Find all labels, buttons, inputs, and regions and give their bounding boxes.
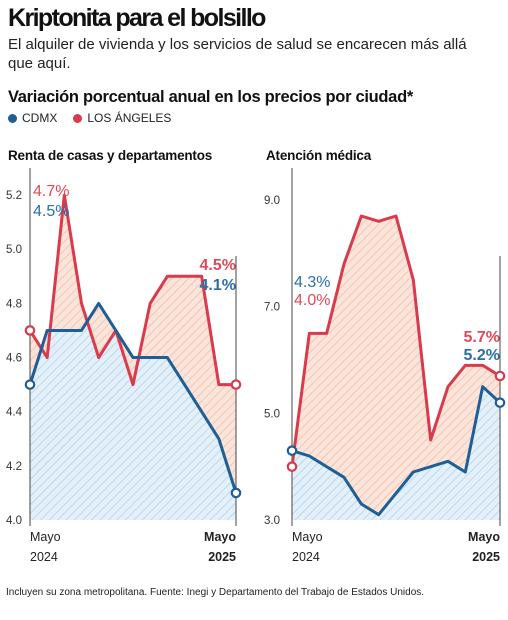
la-line xyxy=(28,193,236,387)
cdmx-line xyxy=(28,301,238,494)
x-tick-label-year: 2024 xyxy=(292,550,320,564)
cdmx-end-marker xyxy=(494,397,506,408)
y-tick-label: 5.2 xyxy=(6,190,22,202)
cdmx-area xyxy=(30,303,236,520)
x-tick-label-month: Mayo xyxy=(292,530,323,544)
legend: CDMX LOS ÁNGELES xyxy=(8,111,171,125)
y-tick-label: 4.8 xyxy=(6,298,22,310)
headline: Kriptonita para el bolsillo xyxy=(8,4,266,32)
x-tick-label-year: 2024 xyxy=(30,550,58,564)
y-tick-label: 7.0 xyxy=(264,302,280,314)
cdmx-end-marker xyxy=(230,487,242,499)
y-tick-label: 3.0 xyxy=(264,515,280,527)
data-label-end-la: 4.5% xyxy=(200,257,236,274)
la-line xyxy=(290,214,501,467)
data-label-end-cdmx: 4.1% xyxy=(200,277,236,294)
x-tick-label-month: Mayo xyxy=(468,530,500,544)
cdmx-start-marker xyxy=(24,379,36,390)
la-end-marker xyxy=(494,370,506,382)
x-tick-label-month: Mayo xyxy=(30,530,61,544)
legend-label-la: LOS ÁNGELES xyxy=(87,111,172,125)
legend-dot-la xyxy=(73,113,83,123)
panel-title-renta: Renta de casas y departamentos xyxy=(8,148,213,163)
y-tick-label: 9.0 xyxy=(264,195,280,207)
y-tick-label: 4.2 xyxy=(6,461,22,473)
la-start-marker xyxy=(24,325,36,336)
cdmx-area xyxy=(292,386,500,520)
data-label-start-cdmx: 4.5% xyxy=(33,203,69,220)
chart-atencion: 9.0 7.0 5.0 3.0 4.3%4.0% 5.7%5.2% Mayo 2024 Mayo… xyxy=(264,168,506,564)
cdmx-start-marker xyxy=(286,445,298,456)
y-tick-label: 4.4 xyxy=(6,407,23,419)
x-tick-label-year: 2025 xyxy=(208,550,236,564)
y-tick-label: 5.0 xyxy=(264,408,280,420)
legend-item-cdmx: CDMX xyxy=(8,111,57,125)
data-label-start-cdmx: 4.3% xyxy=(294,274,330,291)
chart-subhead: Variación porcentual anual en los precio… xyxy=(8,88,413,106)
la-gap-area xyxy=(292,216,500,515)
x-tick-label-month: Mayo xyxy=(204,530,236,544)
la-start-marker xyxy=(286,461,298,472)
y-tick-label: 4.6 xyxy=(6,353,22,365)
y-tick-label: 5.0 xyxy=(6,244,22,256)
y-tick-label: 4.0 xyxy=(6,515,22,527)
cdmx-line xyxy=(291,385,502,517)
la-gap-area xyxy=(30,195,236,493)
data-label-start-la: 4.7% xyxy=(33,183,69,200)
chart-renta: 5.2 5.0 4.8 4.6 4.4 4.2 4.0 4.7% 4.5% 4.5% 4.1% May… xyxy=(6,168,242,564)
legend-dot-cdmx xyxy=(8,113,17,123)
legend-label-cdmx: CDMX xyxy=(22,111,58,125)
data-label-start-la: 4.0% xyxy=(294,292,330,309)
footnote: Incluyen su zona metropolitana. Fuente: … xyxy=(6,587,425,598)
data-label-end-cdmx: 5.2% xyxy=(464,347,500,364)
data-label-end-la: 5.7% xyxy=(464,329,500,346)
legend-item-la: LOS ÁNGELES xyxy=(73,111,171,125)
dek: El alquiler de vivienda y los servicios … xyxy=(8,36,467,72)
la-end-marker xyxy=(230,379,242,390)
panel-title-atencion: Atención médica xyxy=(266,148,372,163)
x-tick-label-year: 2025 xyxy=(472,550,500,564)
